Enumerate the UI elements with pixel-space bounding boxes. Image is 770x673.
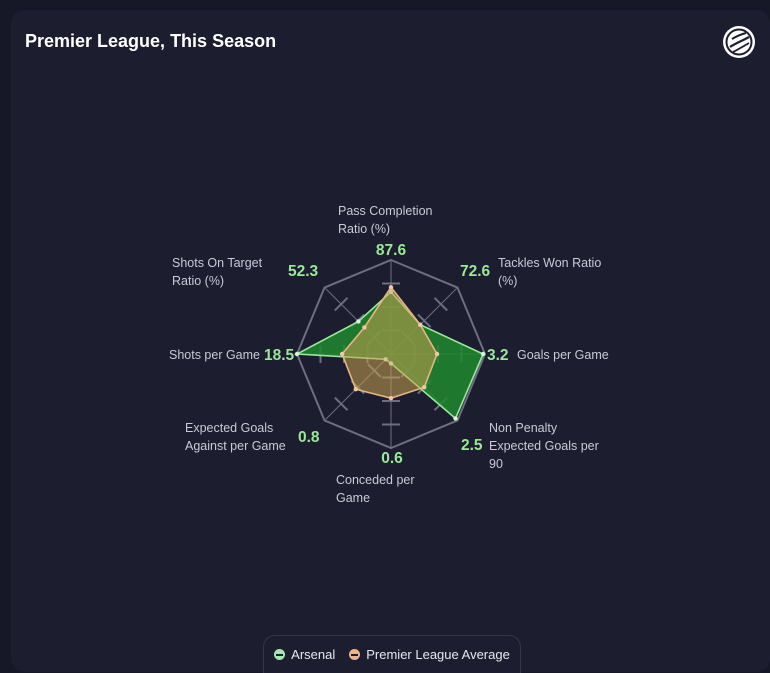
- axis-value-label: 72.6: [460, 263, 491, 280]
- legend-label-league-average: Premier League Average: [366, 647, 510, 662]
- axis-value-label: 52.3: [288, 263, 319, 280]
- chart-legend: Arsenal Premier League Average: [263, 635, 521, 673]
- radar-point-league-average: [353, 387, 358, 392]
- axis-value-label: 18.5: [264, 347, 295, 364]
- radar-point-league-average: [362, 325, 367, 330]
- radar-series: [294, 285, 486, 421]
- radar-series-league-average: [341, 285, 438, 400]
- legend-item-arsenal[interactable]: Arsenal: [274, 647, 335, 662]
- radar-point-league-average: [388, 285, 394, 290]
- radar-point-league-average: [422, 385, 427, 390]
- radar-labels: Pass Completion Ratio (%) 87.6 Tackles Won …: [169, 204, 609, 505]
- radar-point-league-average: [339, 351, 345, 357]
- legend-swatch-league-average: [349, 649, 361, 660]
- radar-point-arsenal: [480, 351, 486, 357]
- axis-label: Expected Goals Against per Game: [185, 421, 286, 453]
- football-logo-icon[interactable]: [722, 25, 756, 59]
- radar-grid-tick: [334, 396, 349, 411]
- chart-title: Premier League, This Season: [25, 31, 277, 51]
- axis-value-label: 2.5: [461, 437, 483, 454]
- axis-value-label: 0.8: [298, 429, 320, 446]
- axis-label: Pass Completion Ratio (%): [338, 204, 433, 236]
- legend-label-arsenal: Arsenal: [291, 647, 336, 662]
- radar-point-arsenal: [453, 416, 458, 421]
- axis-value-label: 3.2: [487, 347, 509, 364]
- axis-value-label: 0.6: [381, 450, 403, 467]
- axis-label: Shots per Game: [169, 348, 260, 362]
- axis-value-label: 87.6: [376, 242, 407, 259]
- radar-point-league-average: [434, 351, 440, 357]
- axis-label: Conceded per Game: [336, 473, 415, 505]
- radar-point-arsenal: [356, 319, 361, 324]
- legend-item-league-average[interactable]: Premier League Average: [349, 647, 510, 662]
- radar-grid-tick: [433, 297, 448, 312]
- radar-point-arsenal: [294, 351, 300, 357]
- axis-label: Goals per Game: [517, 348, 609, 362]
- axis-label: Tackles Won Ratio (%): [498, 256, 601, 288]
- radar-point-league-average: [388, 395, 394, 401]
- radar-grid-tick: [417, 313, 432, 328]
- legend-swatch-arsenal: [274, 649, 286, 660]
- radar-grid-tick: [334, 297, 349, 312]
- axis-label: Non Penalty Expected Goals per 90: [489, 421, 599, 471]
- axis-label: Shots On Target Ratio (%): [172, 256, 263, 288]
- radar-point-league-average: [418, 322, 423, 327]
